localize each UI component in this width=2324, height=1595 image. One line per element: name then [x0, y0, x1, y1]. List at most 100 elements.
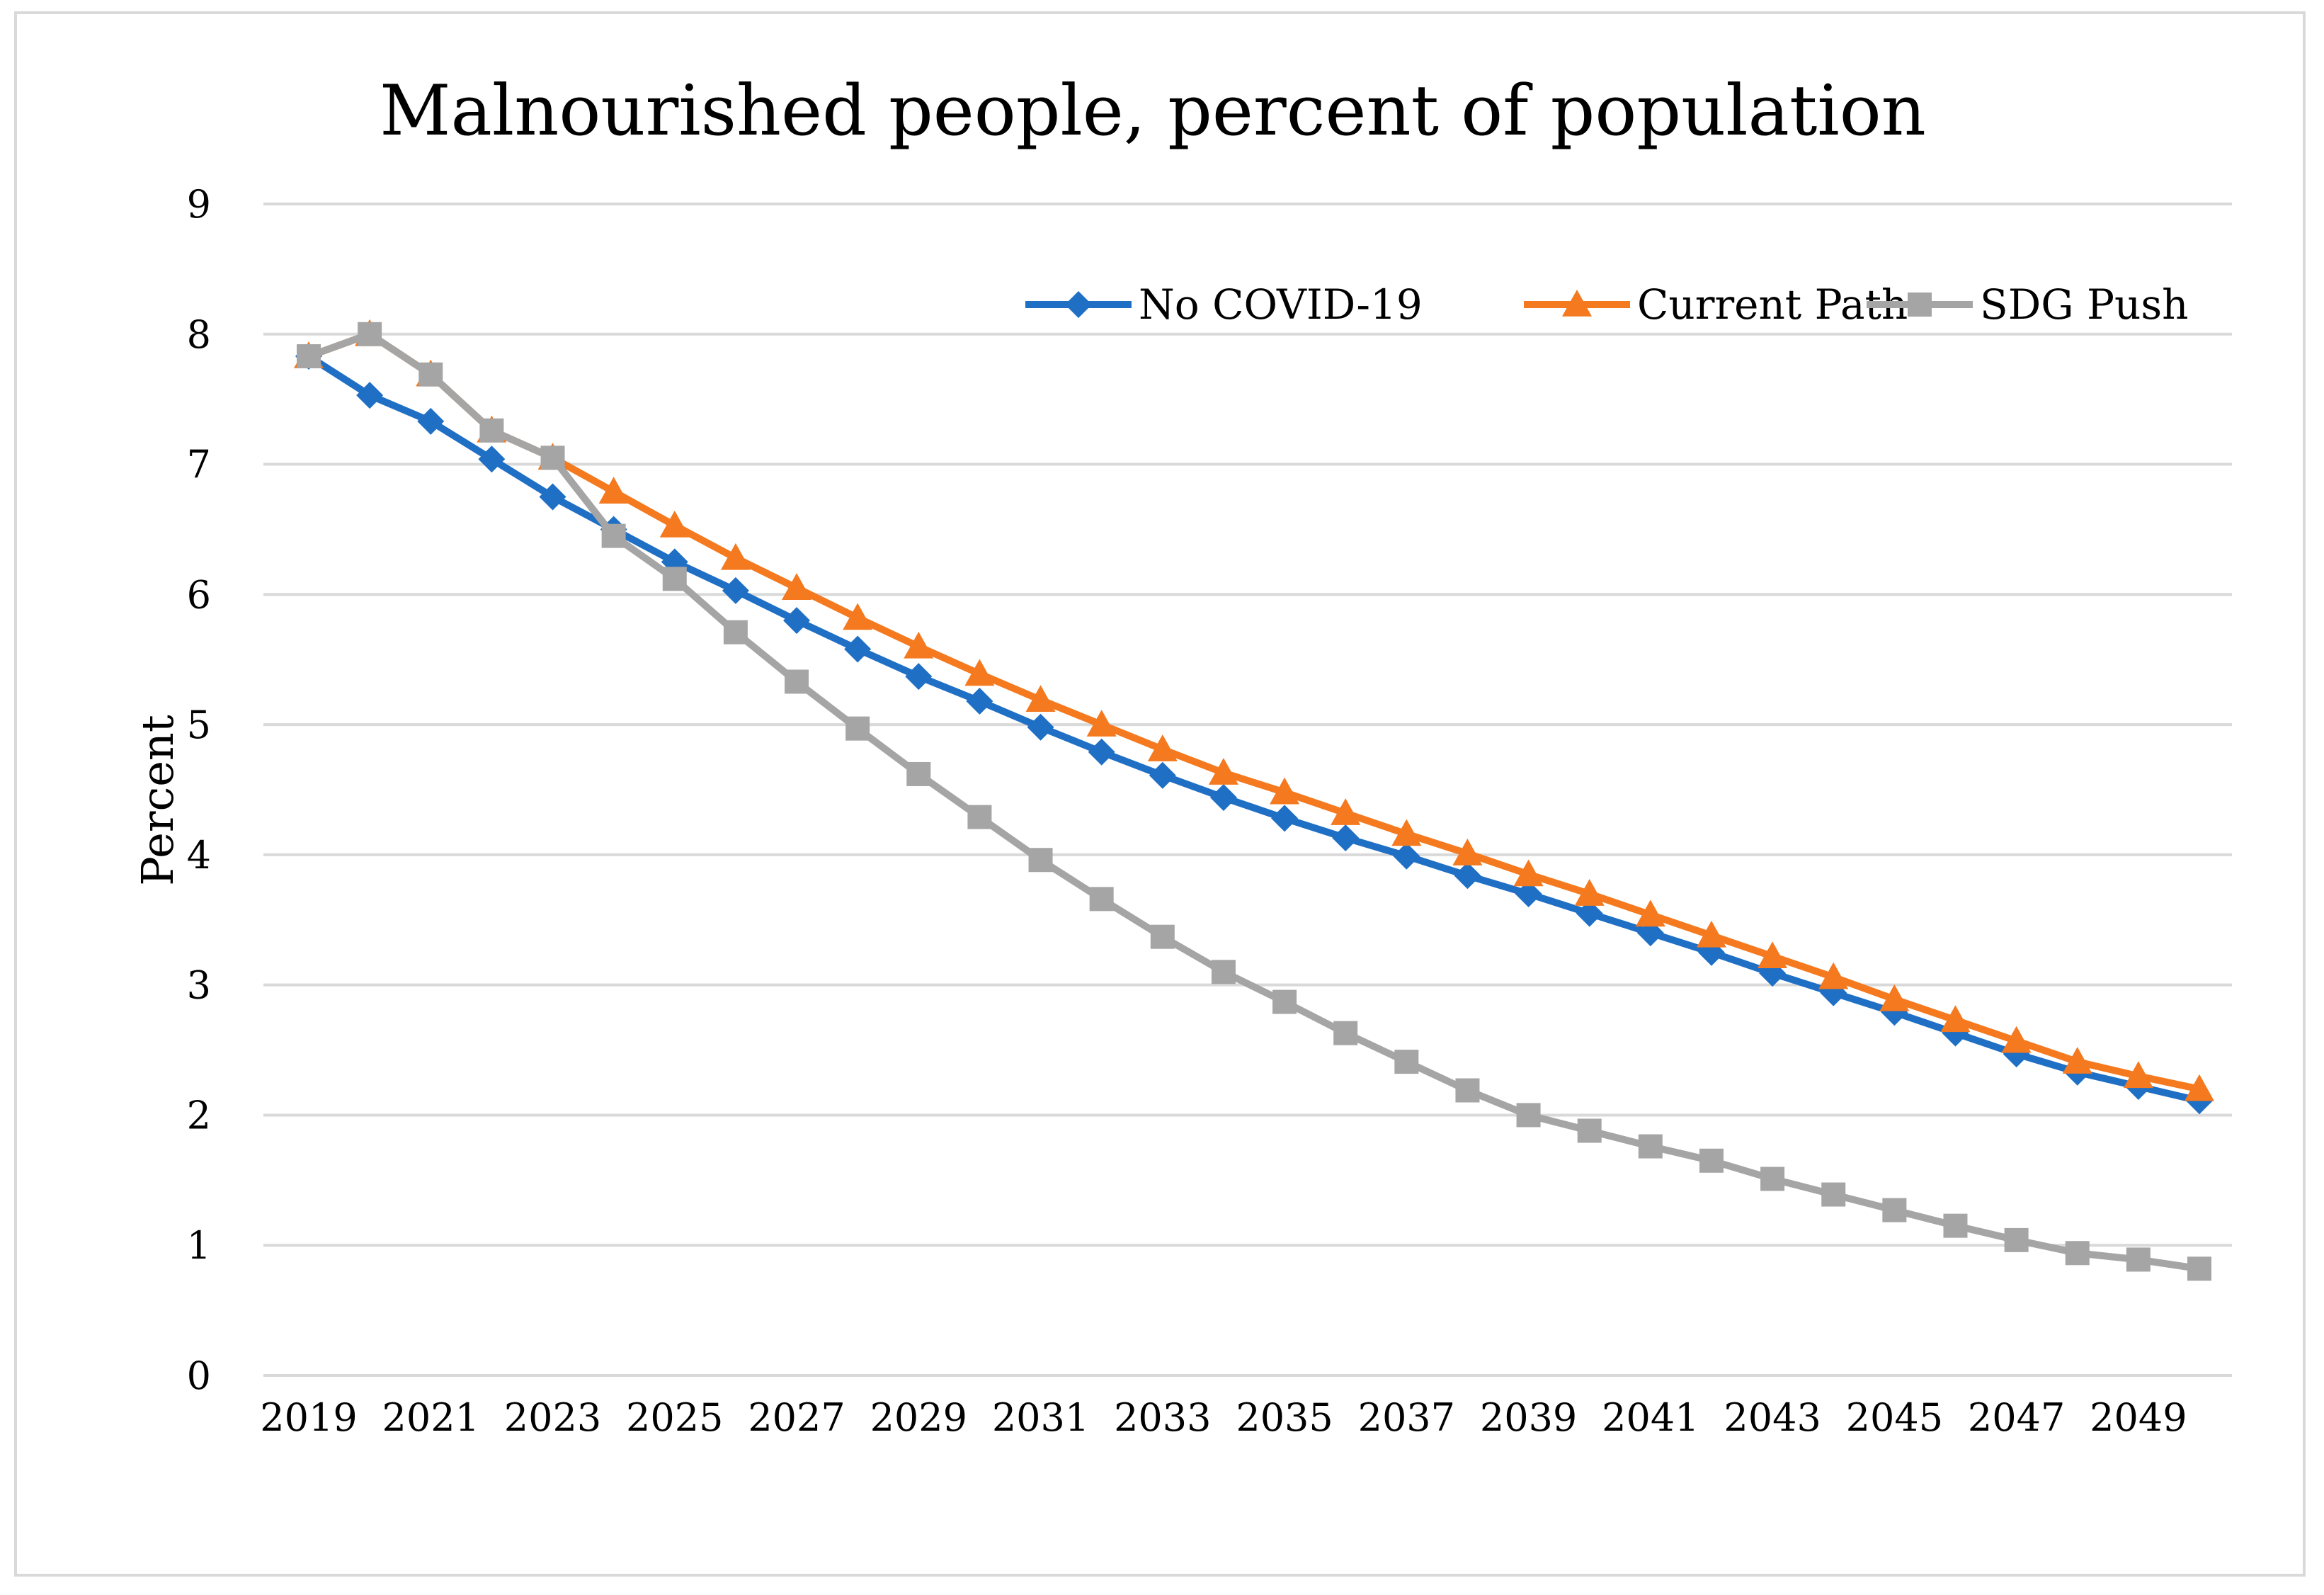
x-tick-label: 2039: [1480, 1395, 1577, 1440]
chart-title: Malnourished people, percent of populati…: [380, 71, 1926, 152]
data-point-sdg-push: [1333, 1021, 1358, 1045]
y-axis-ticks: 0 1 2 3 4 5 6 7 8 9: [187, 182, 211, 1398]
data-point-no-covid-19: [1027, 713, 1054, 741]
legend-label: SDG Push: [1980, 280, 2189, 329]
data-point-sdg-push: [358, 322, 382, 346]
data-point-no-covid-19: [1088, 738, 1115, 766]
y-tick-label: 0: [187, 1353, 211, 1398]
x-tick-label: 2037: [1358, 1395, 1455, 1440]
data-point-sdg-push: [1638, 1134, 1663, 1159]
data-point-sdg-push: [479, 418, 504, 443]
y-tick-label: 8: [187, 312, 211, 357]
series-line-current-path: [305, 330, 2203, 1093]
x-tick-label: 2029: [870, 1395, 967, 1440]
data-point-no-covid-19: [356, 382, 384, 409]
data-point-current-path: [1208, 758, 1238, 785]
series-lines: [294, 319, 2214, 1281]
x-tick-label: 2031: [992, 1395, 1089, 1440]
legend-item-sdg-push: SDG Push: [1867, 280, 2189, 329]
y-tick-label: 2: [187, 1093, 211, 1137]
data-point-sdg-push: [2004, 1227, 2029, 1252]
legend-label: Current Path: [1637, 280, 1908, 329]
data-point-sdg-push: [540, 445, 565, 470]
x-tick-label: 2045: [1846, 1395, 1943, 1440]
data-point-current-path: [1635, 899, 1665, 927]
data-point-sdg-push: [1882, 1198, 1907, 1222]
data-point-sdg-push: [1943, 1213, 1968, 1238]
data-point-sdg-push: [1516, 1103, 1541, 1128]
data-point-current-path: [1086, 710, 1117, 737]
data-point-current-path: [720, 543, 751, 570]
x-tick-label: 2023: [504, 1395, 601, 1440]
data-point-no-covid-19: [844, 635, 872, 663]
data-point-sdg-push: [1089, 887, 1114, 912]
data-point-sdg-push: [1760, 1167, 1785, 1191]
data-point-sdg-push: [662, 567, 687, 591]
data-point-no-covid-19: [539, 483, 566, 511]
legend: No COVID-19 Current Path SDG Push: [1025, 280, 2189, 329]
data-point-sdg-push: [785, 669, 809, 694]
data-point-sdg-push: [2065, 1241, 2090, 1266]
y-tick-label: 5: [187, 703, 211, 747]
data-point-current-path: [1025, 685, 1056, 712]
data-point-no-covid-19: [1515, 880, 1542, 908]
x-tick-label: 2049: [2090, 1395, 2187, 1440]
x-tick-label: 2035: [1236, 1395, 1333, 1440]
data-point-sdg-push: [2126, 1247, 2151, 1272]
data-point-no-covid-19: [1454, 862, 1481, 890]
data-point-current-path: [2185, 1074, 2214, 1101]
data-point-sdg-push: [723, 620, 748, 645]
data-point-current-path: [1818, 962, 1849, 989]
data-point-current-path: [1879, 984, 1910, 1011]
data-point-current-path: [1758, 941, 1788, 969]
data-point-current-path: [2001, 1026, 2032, 1053]
x-tick-label: 2019: [260, 1395, 357, 1440]
data-point-sdg-push: [906, 761, 931, 786]
y-tick-label: 6: [187, 572, 211, 617]
legend-item-no-covid-19: No COVID-19: [1025, 280, 1423, 329]
data-point-current-path: [782, 573, 812, 600]
y-tick-label: 4: [187, 833, 211, 878]
data-point-current-path: [659, 510, 690, 538]
data-point-current-path: [2123, 1061, 2153, 1089]
chart-svg: Malnourished people, percent of populati…: [132, 71, 2232, 1440]
data-point-sdg-push: [418, 362, 443, 387]
data-point-sdg-push: [845, 716, 870, 741]
data-point-current-path: [1270, 777, 1300, 805]
data-point-current-path: [1147, 734, 1178, 761]
y-tick-label: 3: [187, 963, 211, 1008]
gridlines: [263, 203, 2232, 1377]
y-tick-label: 7: [187, 443, 211, 487]
data-point-sdg-push: [601, 523, 626, 548]
x-tick-label: 2027: [748, 1395, 845, 1440]
data-point-no-covid-19: [1393, 842, 1420, 870]
data-point-sdg-push: [1150, 924, 1175, 949]
data-point-no-covid-19: [722, 577, 749, 604]
data-point-sdg-push: [1211, 960, 1236, 984]
data-point-current-path: [1574, 879, 1605, 906]
data-point-sdg-push: [1272, 989, 1297, 1014]
data-point-current-path: [1696, 920, 1726, 948]
legend-marker: [1908, 293, 1932, 317]
x-tick-label: 2043: [1724, 1395, 1821, 1440]
x-tick-label: 2047: [1968, 1395, 2065, 1440]
data-point-sdg-push: [1455, 1078, 1480, 1103]
data-point-no-covid-19: [417, 407, 445, 435]
x-tick-label: 2041: [1602, 1395, 1699, 1440]
data-point-current-path: [2062, 1047, 2092, 1074]
chart-frame: Malnourished people, percent of populati…: [14, 11, 2306, 1577]
y-axis-title: Percent: [132, 715, 183, 886]
y-tick-label: 1: [187, 1223, 211, 1268]
data-point-no-covid-19: [905, 663, 933, 691]
series-line-sdg-push: [305, 330, 2203, 1273]
data-point-sdg-push: [1821, 1182, 1846, 1207]
series-no-covid-19: [295, 343, 2213, 1115]
data-point-no-covid-19: [966, 688, 993, 715]
legend-label: No COVID-19: [1139, 280, 1423, 329]
data-point-sdg-push: [1028, 848, 1053, 873]
y-tick-label: 9: [187, 182, 211, 227]
data-point-current-path: [904, 631, 934, 659]
data-point-no-covid-19: [1576, 899, 1603, 927]
x-axis-ticks: 2019 2021 2023 2025 2027 2029 2031 2033 2035 2037…: [260, 1395, 2187, 1440]
data-point-sdg-push: [1577, 1118, 1602, 1143]
